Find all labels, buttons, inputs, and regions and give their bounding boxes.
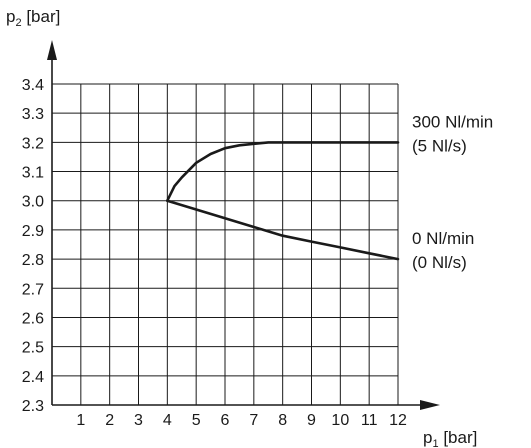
y-tick-label-9: 3.2 [22, 135, 44, 152]
y-axis-arrow [47, 40, 57, 60]
y-tick-label-8: 3.1 [22, 165, 44, 182]
grid [52, 83, 399, 406]
y-tick-label-2: 2.5 [22, 340, 44, 357]
x-tick-label-6: 7 [249, 412, 258, 429]
series-label-0-line-1: (5 Nl/s) [412, 136, 467, 155]
x-axis-title: p1 [bar] [423, 428, 477, 448]
series-label-0-line-0: 300 Nl/min [412, 112, 493, 131]
curves [166, 141, 400, 261]
y-tick-label-0: 2.3 [22, 398, 44, 415]
series-labels: 300 Nl/min (5 Nl/s) 0 Nl/min (0 Nl/s) [412, 112, 493, 272]
x-tick-label-1: 2 [105, 412, 114, 429]
series-label-1-line-1: (0 Nl/s) [412, 253, 467, 272]
y-tick-label-10: 3.3 [22, 106, 44, 123]
y-axis-title: p2 [bar] [6, 7, 60, 29]
y-tick-label-11: 3.4 [22, 77, 44, 94]
series-curve-0 [166, 141, 400, 202]
x-tick-label-4: 5 [192, 412, 201, 429]
axes [47, 40, 440, 410]
y-tick-label-6: 2.9 [22, 223, 44, 240]
x-tick-label-3: 4 [163, 412, 172, 429]
y-tick-label-5: 2.8 [22, 252, 44, 269]
x-tick-label-11: 12 [389, 412, 407, 429]
x-tick-label-0: 1 [76, 412, 85, 429]
x-tick-label-7: 8 [278, 412, 287, 429]
x-tick-label-5: 6 [221, 412, 230, 429]
y-tick-label-1: 2.4 [22, 369, 44, 386]
y-tick-label-7: 3.0 [22, 194, 44, 211]
x-tick-label-8: 9 [307, 412, 316, 429]
tick-labels: 2.32.42.52.62.72.82.93.03.13.23.33.41 2 3 4… [22, 77, 407, 429]
x-tick-label-10: 11 [361, 412, 378, 429]
y-tick-label-3: 2.6 [22, 310, 44, 327]
series-label-1-line-0: 0 Nl/min [412, 229, 474, 248]
x-axis-arrow [420, 400, 440, 410]
series-curve-1 [166, 199, 400, 261]
x-tick-label-9: 10 [331, 412, 349, 429]
y-tick-label-4: 2.7 [22, 281, 44, 298]
x-tick-label-2: 3 [134, 412, 143, 429]
